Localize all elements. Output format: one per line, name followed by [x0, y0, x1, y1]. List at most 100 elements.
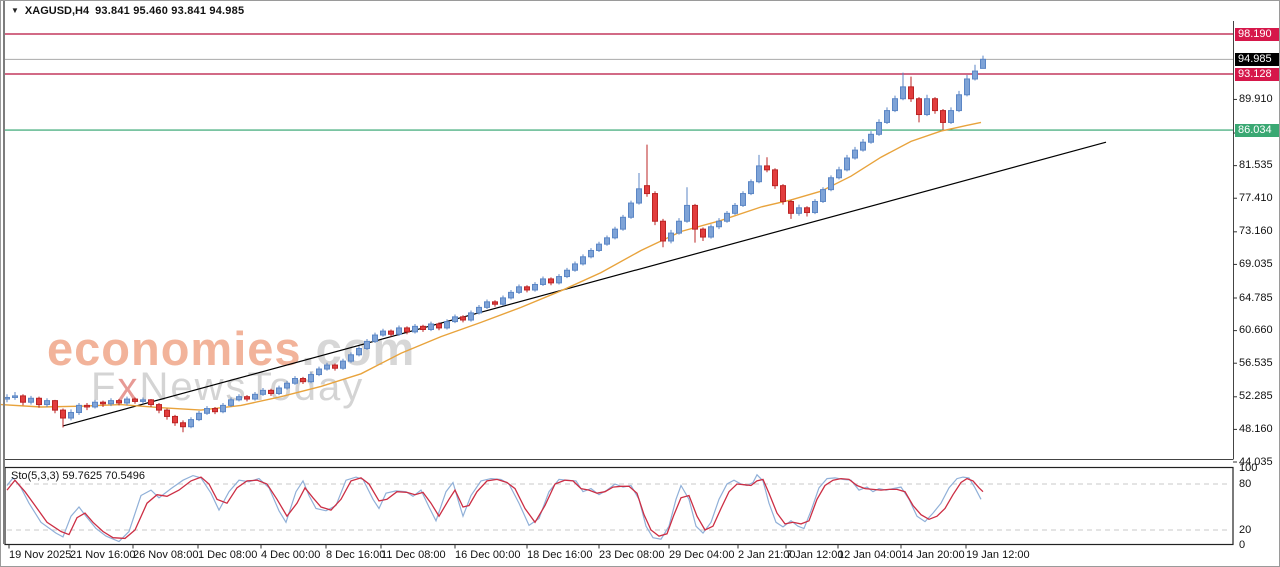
candle-body: [724, 212, 730, 222]
price-tick-label: 81.535: [1239, 159, 1273, 172]
candle-body: [324, 364, 330, 370]
candle-body: [524, 286, 530, 291]
candle-body: [12, 395, 18, 398]
candle-body: [820, 189, 826, 202]
symbol-dropdown-triangle-icon[interactable]: ▼: [11, 6, 19, 15]
candle-body: [620, 216, 626, 230]
candle-body: [748, 181, 754, 195]
candle-body: [580, 256, 586, 265]
trendline[interactable]: [62, 141, 1107, 427]
price-badge: 98.190: [1235, 27, 1279, 41]
time-tick-label: 29 Dec 04:00: [669, 549, 735, 561]
candle-body: [228, 399, 234, 406]
stochastic-plot[interactable]: [5, 467, 1233, 544]
candle-body: [860, 141, 866, 151]
price-tick-label: 44.035: [1239, 455, 1273, 468]
price-tick-label: 56.535: [1239, 356, 1273, 369]
time-tick-label: 18 Dec 16:00: [527, 549, 593, 561]
candle-body: [148, 399, 154, 406]
symbol-timeframe-label: XAGUSD,H4: [24, 5, 90, 17]
time-tick-label: 16 Dec 00:00: [455, 549, 521, 561]
candle-body: [44, 400, 50, 406]
candle-body: [764, 165, 770, 171]
candle-body: [660, 220, 666, 242]
candle-body: [76, 404, 82, 413]
candle-body: [420, 325, 426, 331]
candle-body: [436, 323, 442, 329]
time-tick-label: 19 Jan 12:00: [966, 549, 1030, 561]
candle-body: [516, 286, 522, 293]
candle-body: [460, 316, 466, 321]
candle-body: [652, 193, 658, 222]
candle-body: [140, 399, 146, 402]
candle-body: [36, 397, 42, 406]
candle-body: [300, 378, 306, 383]
candle-body: [796, 207, 802, 214]
time-tick-label: 12 Jan 04:00: [838, 549, 902, 561]
time-tick-label: 11 Dec 08:00: [381, 549, 446, 561]
candle-body: [20, 395, 26, 403]
price-badge: 94.985: [1235, 52, 1279, 66]
candle-body: [164, 409, 170, 417]
time-tick-label: 26 Nov 08:00: [133, 549, 199, 561]
candle-body: [740, 193, 746, 206]
price-tick-label: 77.410: [1239, 191, 1273, 204]
candle-body: [308, 374, 314, 383]
candle-body: [364, 340, 370, 349]
candle-body: [596, 243, 602, 251]
candle-body: [804, 207, 810, 214]
time-tick-label: 4 Dec 00:00: [261, 549, 321, 561]
candle-body: [116, 400, 122, 404]
price-tick-label: 48.160: [1239, 422, 1273, 435]
candle-body: [92, 401, 98, 408]
price-badge: 93.128: [1235, 67, 1279, 81]
candle-body: [108, 400, 114, 405]
candle-body: [484, 301, 490, 308]
candle-body: [884, 110, 890, 123]
candle-body: [844, 157, 850, 171]
candle-body: [788, 200, 794, 214]
price-tick-label: 52.285: [1239, 390, 1273, 403]
candle-body: [532, 283, 538, 291]
candle-body: [708, 226, 714, 238]
candle-body: [716, 220, 722, 228]
candle-body: [180, 422, 186, 428]
candle-body: [356, 347, 362, 356]
window-left-border: [3, 1, 5, 544]
candle-body: [156, 404, 162, 411]
candle-body: [28, 397, 34, 403]
candle-body: [196, 412, 202, 421]
stoch-scale-label: 0: [1239, 538, 1246, 551]
candle-body: [452, 316, 458, 323]
price-tick-label: 73.160: [1239, 225, 1273, 238]
candle-body: [396, 327, 402, 335]
candle-body: [564, 269, 570, 278]
candle-body: [348, 354, 354, 362]
time-tick-label: 14 Jan 20:00: [901, 549, 965, 561]
chart-title-bar: ▼ XAGUSD,H4 93.841 95.460 93.841 94.985: [1, 1, 1279, 21]
candle-body: [908, 86, 914, 100]
candle-body: [68, 411, 74, 419]
candle-body: [668, 232, 674, 242]
candle-body: [548, 278, 554, 284]
stoch-scale-label: 100: [1239, 462, 1258, 475]
candle-body: [900, 86, 906, 100]
moving-average-line: [1, 121, 982, 411]
candle-body: [932, 98, 938, 112]
price-badge: 86.034: [1235, 123, 1279, 137]
candle-body: [772, 169, 778, 187]
candle-body: [676, 220, 682, 234]
candle-body: [204, 408, 210, 414]
candle-body: [916, 98, 922, 116]
candle-body: [644, 185, 650, 195]
main-chart-plot[interactable]: [5, 21, 1233, 459]
candle-body: [220, 404, 226, 413]
candle-body: [780, 185, 786, 202]
candle-body: [756, 165, 762, 183]
candle-body: [252, 393, 258, 400]
candle-body: [412, 325, 418, 333]
stochastic-d-value: 70.5496: [105, 470, 145, 482]
price-tick-label: 89.910: [1239, 92, 1273, 105]
